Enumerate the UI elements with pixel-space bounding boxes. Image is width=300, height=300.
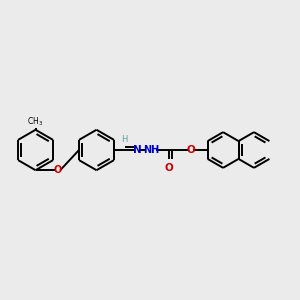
Text: CH$_3$: CH$_3$ bbox=[28, 116, 43, 128]
Text: H: H bbox=[121, 135, 127, 144]
Text: N: N bbox=[134, 145, 142, 155]
Text: NH: NH bbox=[143, 145, 159, 155]
Text: O: O bbox=[165, 163, 174, 173]
Text: O: O bbox=[187, 145, 195, 155]
Text: O: O bbox=[54, 165, 62, 175]
